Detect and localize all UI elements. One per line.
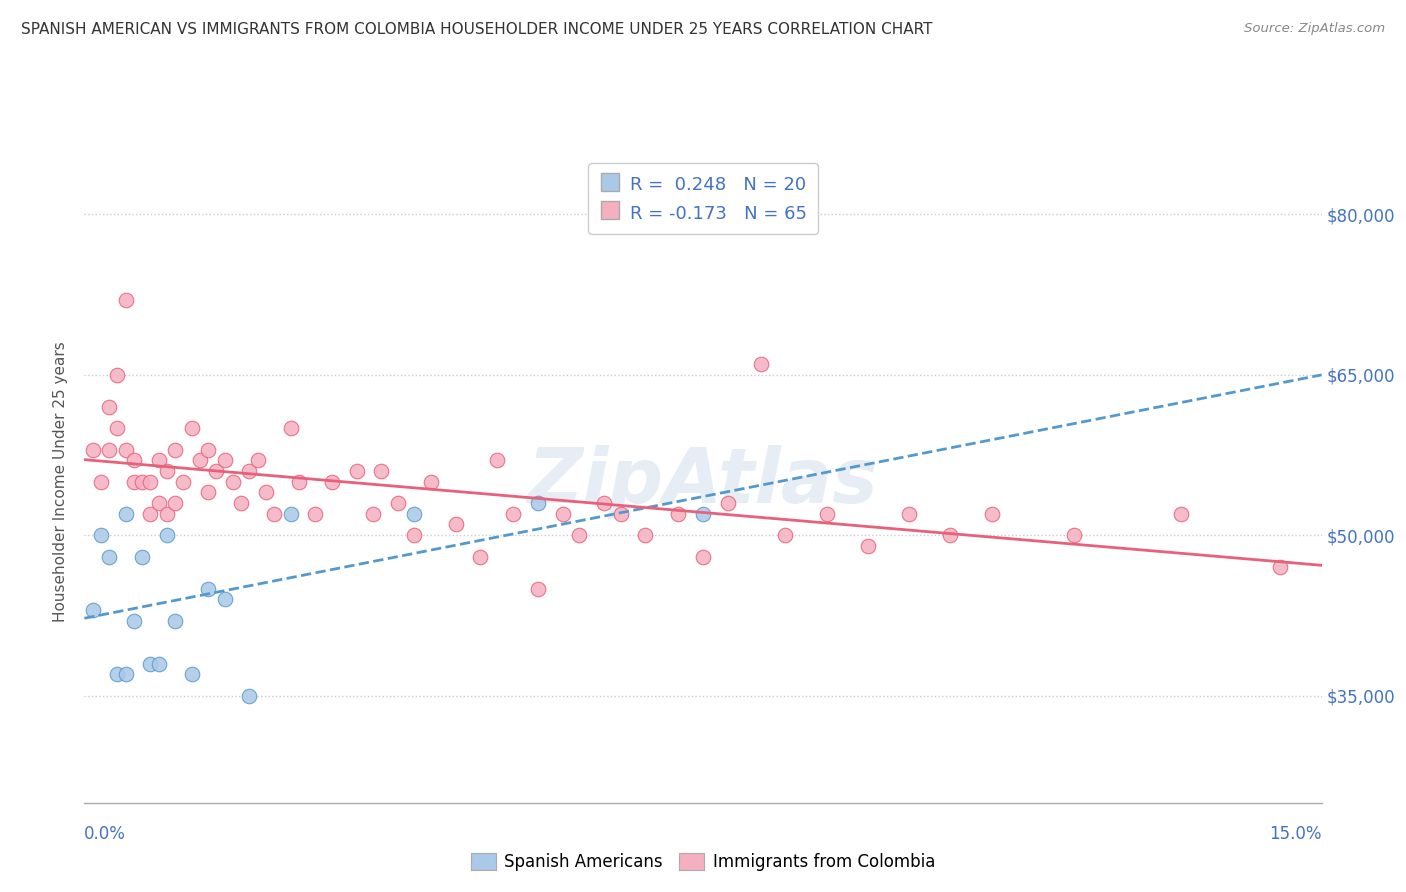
Point — [98, 549, 121, 564]
Point — [165, 442, 187, 457]
Point — [346, 464, 368, 478]
Point — [139, 657, 162, 671]
Point — [593, 496, 616, 510]
Point — [404, 528, 426, 542]
Point — [551, 507, 574, 521]
Text: 0.0%: 0.0% — [84, 825, 127, 843]
Point — [222, 475, 245, 489]
Point — [254, 485, 277, 500]
Point — [214, 453, 236, 467]
Text: ZipAtlas: ZipAtlas — [527, 445, 879, 518]
Point — [370, 464, 392, 478]
Point — [1270, 560, 1292, 574]
Point — [105, 368, 128, 382]
Point — [775, 528, 797, 542]
Point — [485, 453, 508, 467]
Point — [229, 496, 252, 510]
Point — [609, 507, 631, 521]
Point — [148, 496, 170, 510]
Text: 15.0%: 15.0% — [1270, 825, 1322, 843]
Point — [131, 475, 153, 489]
Point — [321, 475, 343, 489]
Point — [114, 442, 136, 457]
Point — [114, 667, 136, 681]
Point — [288, 475, 311, 489]
Point — [692, 549, 714, 564]
Point — [148, 657, 170, 671]
Point — [980, 507, 1002, 521]
Point — [280, 421, 302, 435]
Legend: R =  0.248   N = 20, R = -0.173   N = 65: R = 0.248 N = 20, R = -0.173 N = 65 — [588, 163, 818, 234]
Point — [404, 507, 426, 521]
Text: Source: ZipAtlas.com: Source: ZipAtlas.com — [1244, 22, 1385, 36]
Point — [165, 614, 187, 628]
Point — [1063, 528, 1085, 542]
Point — [122, 475, 145, 489]
Point — [444, 517, 467, 532]
Point — [156, 507, 179, 521]
Point — [502, 507, 524, 521]
Point — [105, 667, 128, 681]
Point — [156, 464, 179, 478]
Point — [139, 507, 162, 521]
Point — [139, 475, 162, 489]
Point — [666, 507, 689, 521]
Point — [527, 582, 550, 596]
Point — [90, 475, 112, 489]
Point — [527, 496, 550, 510]
Point — [156, 528, 179, 542]
Point — [238, 689, 260, 703]
Point — [122, 453, 145, 467]
Point — [82, 442, 104, 457]
Point — [634, 528, 657, 542]
Point — [82, 603, 104, 617]
Text: SPANISH AMERICAN VS IMMIGRANTS FROM COLOMBIA HOUSEHOLDER INCOME UNDER 25 YEARS C: SPANISH AMERICAN VS IMMIGRANTS FROM COLO… — [21, 22, 932, 37]
Point — [114, 507, 136, 521]
Point — [856, 539, 879, 553]
Point — [717, 496, 740, 510]
Point — [197, 442, 219, 457]
Point — [419, 475, 441, 489]
Y-axis label: Householder Income Under 25 years: Householder Income Under 25 years — [53, 342, 69, 622]
Point — [148, 453, 170, 467]
Point — [749, 357, 772, 371]
Point — [280, 507, 302, 521]
Point — [815, 507, 838, 521]
Point — [387, 496, 409, 510]
Point — [246, 453, 269, 467]
Point — [898, 507, 921, 521]
Point — [304, 507, 326, 521]
Point — [197, 582, 219, 596]
Point — [205, 464, 228, 478]
Point — [98, 400, 121, 414]
Point — [90, 528, 112, 542]
Point — [180, 667, 202, 681]
Point — [180, 421, 202, 435]
Point — [131, 549, 153, 564]
Point — [568, 528, 591, 542]
Legend: Spanish Americans, Immigrants from Colombia: Spanish Americans, Immigrants from Colom… — [463, 845, 943, 880]
Point — [188, 453, 211, 467]
Point — [238, 464, 260, 478]
Point — [165, 496, 187, 510]
Point — [105, 421, 128, 435]
Point — [939, 528, 962, 542]
Point — [1170, 507, 1192, 521]
Point — [470, 549, 492, 564]
Point — [692, 507, 714, 521]
Point — [214, 592, 236, 607]
Point — [114, 293, 136, 307]
Point — [361, 507, 384, 521]
Point — [122, 614, 145, 628]
Point — [172, 475, 194, 489]
Point — [263, 507, 285, 521]
Point — [197, 485, 219, 500]
Point — [98, 442, 121, 457]
